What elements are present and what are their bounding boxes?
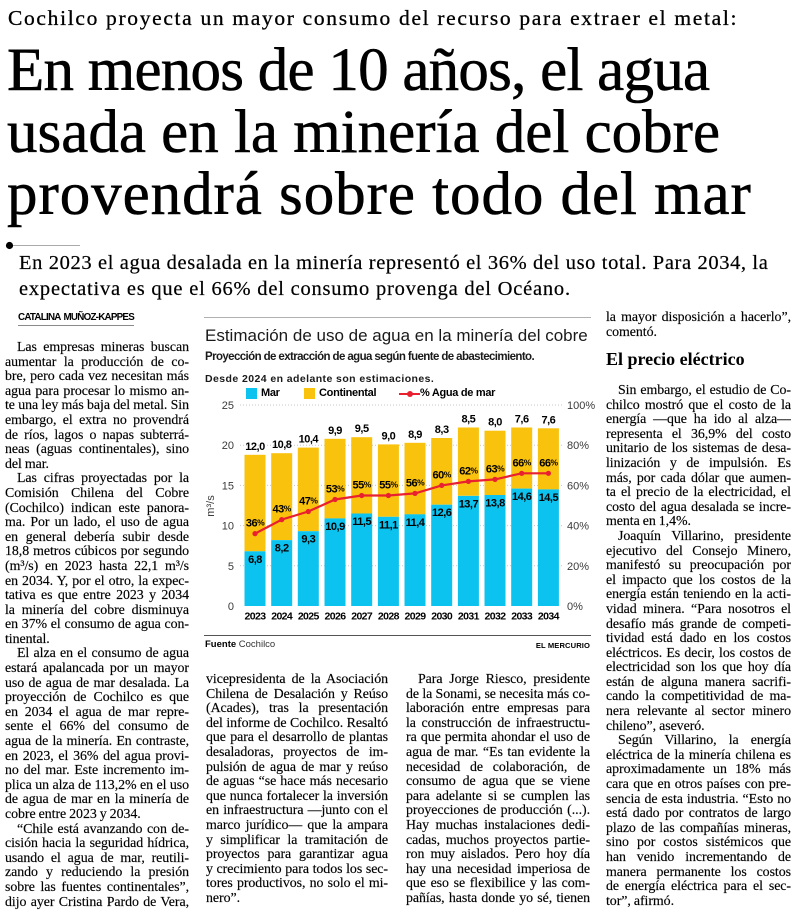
svg-text:13,8: 13,8 (485, 498, 505, 510)
svg-text:66%: 66% (539, 457, 558, 469)
svg-text:0: 0 (228, 601, 234, 613)
svg-text:10,4: 10,4 (299, 434, 320, 446)
svg-text:0%: 0% (567, 601, 583, 613)
svg-text:8,2: 8,2 (275, 543, 289, 555)
svg-text:10: 10 (222, 521, 234, 533)
svg-text:13,7: 13,7 (459, 498, 479, 510)
svg-text:2028: 2028 (378, 611, 400, 623)
svg-text:2030: 2030 (431, 611, 453, 623)
svg-text:47%: 47% (299, 496, 318, 508)
svg-text:11,4: 11,4 (406, 517, 426, 529)
svg-text:80%: 80% (567, 440, 589, 452)
svg-text:55%: 55% (353, 480, 372, 492)
svg-text:11,5: 11,5 (352, 516, 371, 528)
svg-text:2024: 2024 (271, 611, 293, 623)
svg-text:2029: 2029 (405, 611, 427, 623)
svg-text:55%: 55% (379, 480, 398, 492)
svg-text:40%: 40% (567, 521, 589, 533)
svg-text:10,8: 10,8 (272, 439, 292, 451)
svg-text:43%: 43% (273, 504, 292, 516)
svg-text:14,6: 14,6 (512, 491, 532, 503)
svg-text:15: 15 (222, 480, 234, 492)
svg-text:53%: 53% (326, 484, 345, 496)
svg-text:9,0: 9,0 (382, 430, 396, 442)
svg-text:5: 5 (228, 561, 234, 573)
svg-text:2034: 2034 (538, 611, 560, 623)
svg-text:14,5: 14,5 (539, 492, 559, 504)
svg-text:62%: 62% (459, 465, 478, 477)
svg-text:100%: 100% (567, 400, 595, 412)
svg-text:2026: 2026 (325, 611, 347, 623)
svg-text:36%: 36% (246, 518, 265, 530)
svg-text:9,9: 9,9 (328, 425, 342, 437)
svg-text:2027: 2027 (351, 611, 373, 623)
svg-text:56%: 56% (406, 477, 425, 489)
svg-text:63%: 63% (486, 463, 505, 475)
svg-text:60%: 60% (433, 469, 452, 481)
svg-text:9,3: 9,3 (301, 534, 315, 546)
svg-text:2031: 2031 (458, 611, 480, 623)
svg-text:10,9: 10,9 (325, 521, 345, 533)
svg-text:11,1: 11,1 (379, 519, 398, 531)
svg-text:20%: 20% (567, 561, 589, 573)
svg-text:6,8: 6,8 (248, 554, 262, 566)
svg-text:7,6: 7,6 (515, 414, 529, 426)
svg-text:2025: 2025 (298, 611, 320, 623)
svg-text:7,6: 7,6 (542, 414, 556, 426)
svg-text:20: 20 (222, 440, 234, 452)
svg-text:60%: 60% (567, 480, 589, 492)
svg-text:8,5: 8,5 (462, 414, 476, 426)
svg-text:8,0: 8,0 (488, 417, 502, 429)
svg-text:12,0: 12,0 (245, 441, 265, 453)
svg-text:8,3: 8,3 (435, 424, 449, 436)
svg-text:m³/s: m³/s (205, 495, 217, 517)
svg-text:2032: 2032 (485, 611, 507, 623)
svg-text:12,6: 12,6 (432, 507, 452, 519)
svg-text:66%: 66% (513, 457, 532, 469)
svg-text:9,5: 9,5 (355, 423, 369, 435)
svg-text:25: 25 (222, 400, 234, 412)
svg-text:2033: 2033 (511, 611, 533, 623)
svg-text:2023: 2023 (245, 611, 267, 623)
svg-text:8,9: 8,9 (408, 429, 422, 441)
